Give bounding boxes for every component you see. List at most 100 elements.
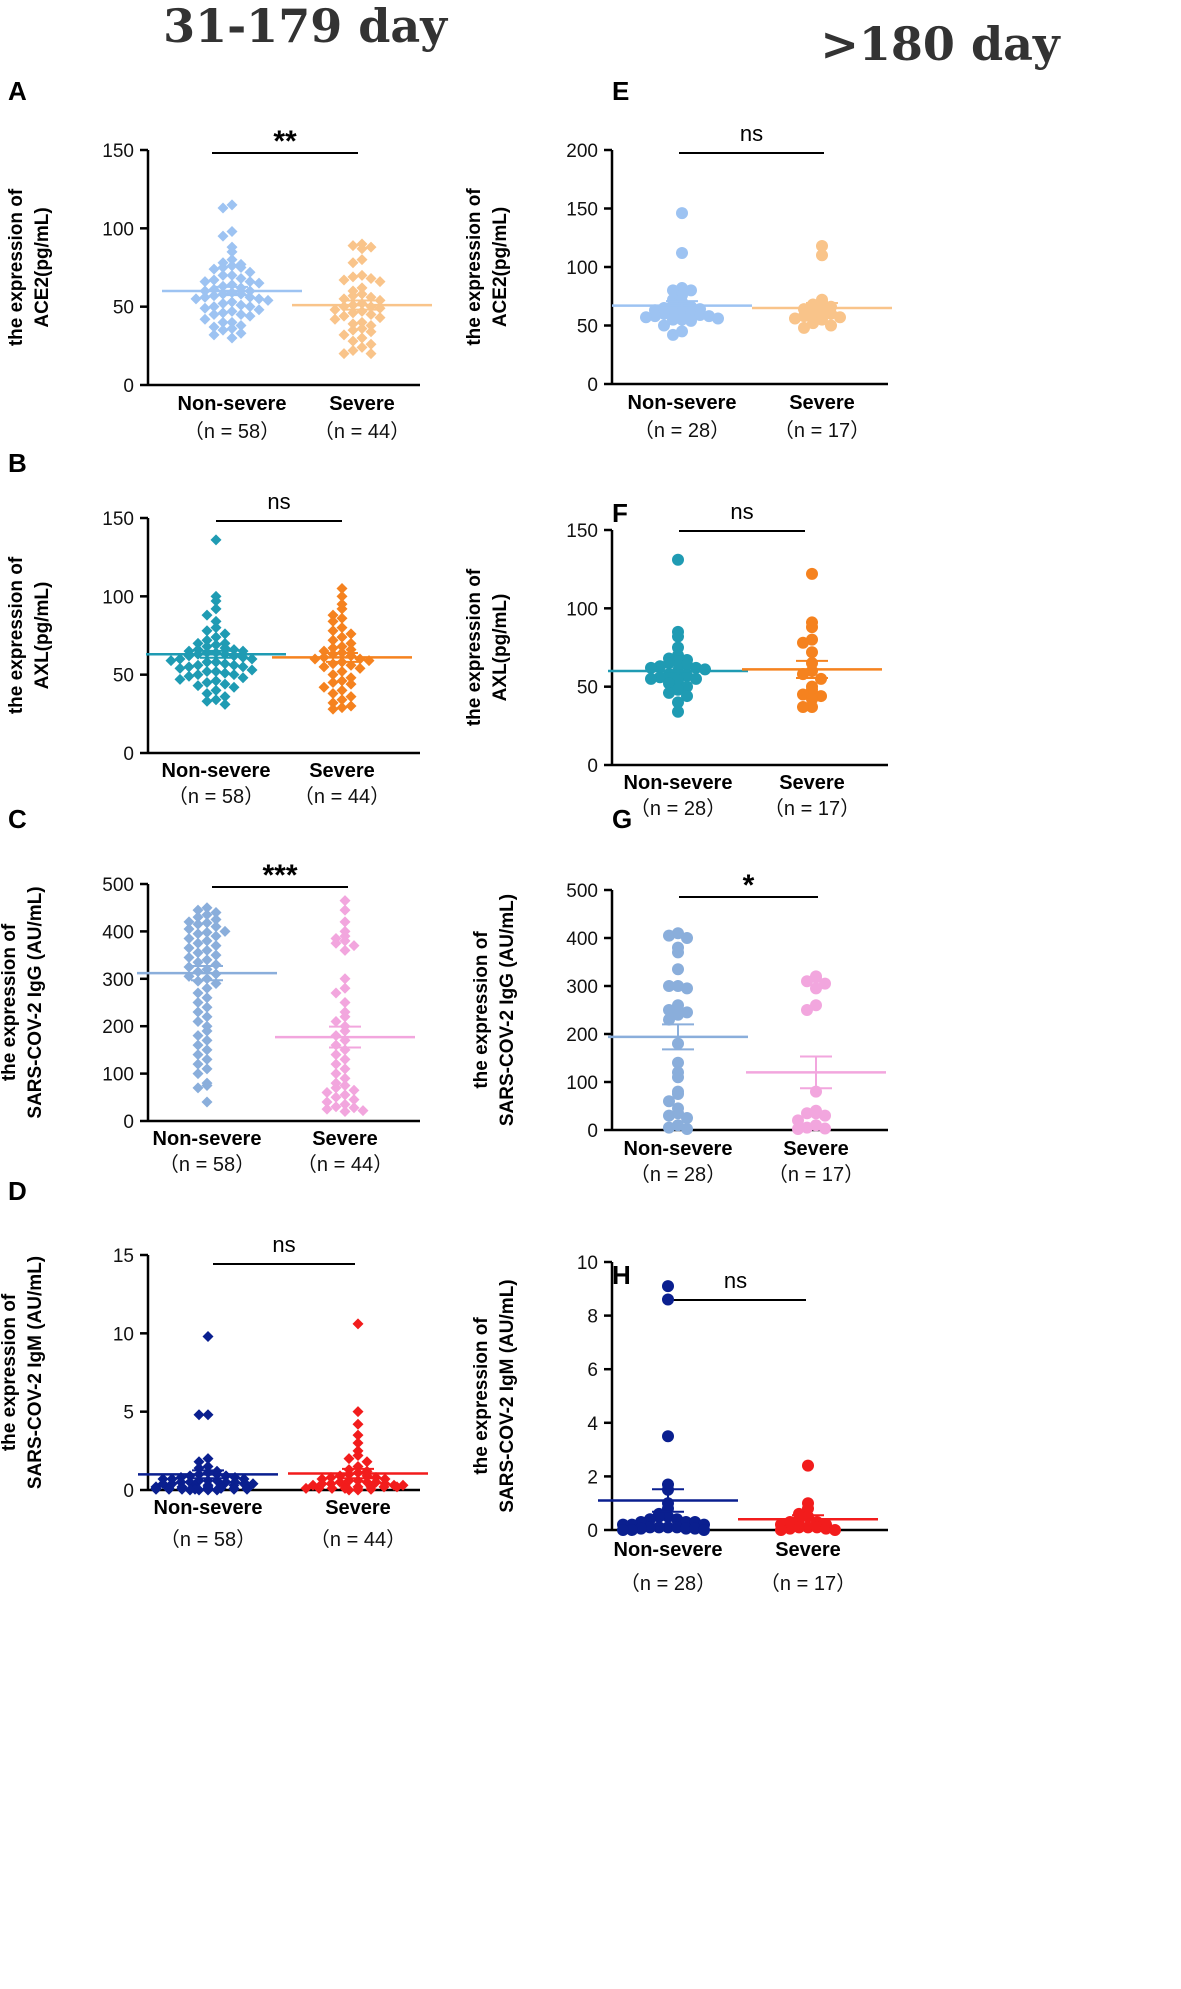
data-point (217, 202, 229, 214)
data-point (336, 675, 348, 687)
data-point (644, 1521, 656, 1534)
data-point (339, 944, 351, 956)
data-point (339, 1106, 351, 1118)
data-point (815, 690, 827, 703)
data-point (336, 603, 348, 615)
data-point (365, 319, 377, 331)
data-point (336, 684, 348, 696)
data-point (347, 240, 359, 252)
data-point (235, 309, 247, 320)
data-point (321, 1096, 333, 1108)
data-point (680, 1522, 692, 1535)
data-point (352, 1406, 364, 1418)
data-point (816, 249, 828, 262)
data-point (327, 687, 339, 699)
data-point (672, 1056, 684, 1069)
data-point (201, 992, 213, 1004)
y-tick-label: 100 (102, 587, 134, 608)
data-point (226, 199, 238, 211)
panel-letter: H (612, 1260, 631, 1290)
data-point (345, 691, 357, 703)
data-point (327, 703, 339, 715)
data-point (253, 277, 265, 289)
data-point (192, 918, 204, 930)
data-point (192, 1015, 204, 1027)
x-category-label: Severe (783, 1138, 849, 1160)
data-point (356, 254, 368, 266)
y-tick-label: 0 (123, 1112, 134, 1133)
data-point (235, 327, 247, 339)
data-point (210, 930, 222, 942)
sample-size-label: （n = 28） (630, 1163, 726, 1186)
sample-size-label: （n = 58） (159, 1153, 255, 1176)
data-point (150, 1483, 162, 1495)
data-point (183, 951, 195, 963)
data-point (801, 1107, 813, 1120)
data-point (345, 700, 357, 712)
data-point (183, 916, 195, 928)
data-point (356, 305, 368, 317)
data-point (202, 1484, 214, 1496)
y-axis-label: the expression of (464, 188, 485, 346)
data-point (347, 324, 359, 336)
y-axis-label: the expression of (0, 1293, 20, 1451)
y-tick-label: 10 (577, 1253, 598, 1274)
data-point (672, 1107, 684, 1120)
data-point (662, 1280, 674, 1293)
y-tick-label: 2 (587, 1467, 598, 1488)
data-point (663, 1121, 675, 1134)
data-point (338, 293, 350, 305)
y-tick-label: 10 (113, 1324, 134, 1345)
column-title-left: 31-179 day (163, 0, 448, 53)
data-point (810, 999, 822, 1012)
x-category-label: Severe (312, 1128, 378, 1150)
data-point (343, 1453, 355, 1465)
significance-label: ** (273, 125, 297, 158)
data-point (165, 655, 177, 667)
data-point (192, 1049, 204, 1061)
data-point (208, 274, 220, 286)
panel-letter: A (8, 76, 27, 106)
data-point (329, 304, 341, 316)
data-point (330, 1091, 342, 1103)
data-point (356, 269, 368, 281)
data-point (662, 1293, 674, 1306)
data-point (208, 263, 220, 275)
sample-size-label: （n = 17） (774, 419, 870, 442)
data-point (237, 672, 249, 684)
data-point (237, 661, 249, 673)
sample-size-label: （n = 17） (760, 1572, 856, 1595)
data-point (210, 940, 222, 952)
data-point (210, 921, 222, 933)
data-point (217, 307, 229, 319)
data-point (663, 980, 675, 992)
data-point (244, 266, 256, 278)
data-point (348, 1102, 360, 1114)
data-point (365, 326, 377, 338)
data-point (201, 1096, 213, 1108)
data-point (210, 666, 222, 678)
data-point (811, 1521, 823, 1534)
data-point (694, 308, 706, 321)
y-tick-label: 0 (123, 1481, 134, 1502)
x-category-label: Severe (779, 772, 845, 794)
sample-size-label: （n = 28） (630, 797, 726, 820)
data-point (327, 658, 339, 670)
data-point (356, 288, 368, 300)
data-point (219, 925, 231, 937)
column-title-right: >180 day (820, 17, 1061, 71)
data-point (802, 1459, 814, 1472)
data-point (653, 1521, 665, 1534)
data-point (217, 324, 229, 336)
data-point (219, 698, 231, 710)
data-point (201, 1001, 213, 1013)
y-axis-label: SARS-COV-2 IgM (AU/mL) (497, 1279, 518, 1512)
data-point (617, 1524, 629, 1536)
y-axis-label: the expression of (6, 556, 27, 714)
y-tick-label: 100 (566, 599, 598, 620)
data-point (807, 317, 819, 330)
significance-label: ns (724, 1268, 747, 1293)
data-point (217, 269, 229, 281)
y-axis-label: ACE2(pg/mL) (490, 207, 511, 327)
